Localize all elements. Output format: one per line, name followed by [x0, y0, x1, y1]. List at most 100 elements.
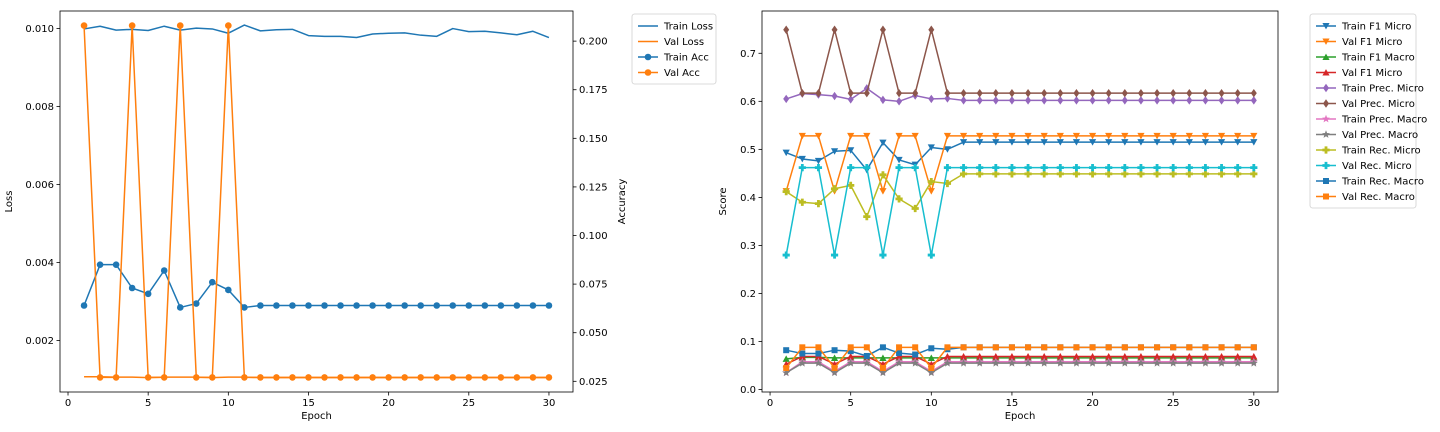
chart1-series-0-train-f1-micro-point-8 [895, 156, 903, 164]
chart1-series-4-train-prec-micro-point-22 [1121, 96, 1128, 105]
chart1-ytick-label-0: 0.0 [740, 385, 756, 396]
chart0-y2tick-label-6: 0.175 [579, 85, 608, 96]
chart1-series-3-val-f1-micro-point-25 [1169, 353, 1177, 360]
chart0-legend: Train Loss Val Loss Train Acc Val Acc [631, 13, 717, 85]
chart1-series-7-val-prec-macro-point-5 [846, 358, 855, 367]
chart0-series-2-train-acc-point-23 [433, 302, 441, 309]
chart0-series-2-train-acc-point-5 [144, 290, 152, 298]
chart1-series-9-val-rec-micro-point-14 [992, 164, 1000, 172]
chart0-series-3-val-acc-point-18 [353, 374, 360, 381]
chart1-legend: Train F1 Micro Val F1 Micro Train F1 Macro… [1309, 13, 1427, 209]
chart1-series-1-val-f1-micro-point-26 [1185, 132, 1193, 140]
chart1-series-10-train-rec-macro-point-8 [896, 350, 903, 357]
chart0-series-2-train-acc-line [83, 263, 549, 309]
chart0-ytick-label-0: 0.002 [25, 336, 54, 347]
chart1-series-0-train-f1-micro-point-26 [1185, 139, 1193, 146]
chart1-series-7-val-prec-macro-point-9 [911, 358, 920, 367]
chart1-series-5-val-prec-micro-point-29 [1234, 88, 1241, 98]
chart0-series-2-train-acc-point-18 [353, 302, 360, 309]
chart1-series-9-val-rec-micro-point-4 [830, 251, 839, 259]
chart1-series-9-val-rec-micro-point-6 [863, 164, 871, 172]
chart1-series-7-val-prec-macro-point-22 [1120, 358, 1129, 367]
chart1-series-0-train-f1-micro-point-24 [1153, 139, 1161, 146]
chart1-series-9-val-rec-micro-point-18 [1056, 164, 1064, 172]
chart1-series-9-val-rec-micro-point-22 [1121, 164, 1129, 172]
chart0-legend-entry-2-label: Train Acc [663, 53, 709, 64]
chart1-series-9-val-rec-micro-point-2 [798, 164, 806, 172]
chart1-series-0-train-f1-micro-point-23 [1137, 139, 1145, 146]
chart1-series-10-train-rec-macro-point-5 [847, 348, 854, 355]
chart1-series-9-val-rec-micro-point-27 [1201, 164, 1210, 172]
chart1-series-11-val-rec-macro-point-20 [1089, 344, 1096, 351]
chart1-series-8-train-rec-micro-point-17 [1040, 170, 1048, 178]
chart1-series-11-val-rec-macro-point-18 [1057, 344, 1064, 351]
chart0-series-3-val-acc-point-28 [513, 374, 521, 381]
chart0-series-3-val-acc-point-24 [449, 374, 457, 381]
chart1-series-9-val-rec-micro-line [785, 166, 1254, 256]
chart0-legend-entry-2-marker [644, 53, 652, 61]
chart1-series-11-val-rec-macro-point-26 [1186, 344, 1193, 351]
chart1-series-0-train-f1-micro-point-20 [1088, 139, 1097, 146]
chart1-series-0-train-f1-micro-point-3 [814, 157, 823, 165]
chart1-legend-entry-1-marker [1322, 38, 1330, 45]
chart1-series-7-val-prec-macro-line [785, 362, 1254, 374]
chart0-series-2-train-acc-point-16 [321, 302, 328, 309]
chart1-series-11-val-rec-macro-point-4 [831, 364, 838, 371]
chart0-series-2-train-acc-point-27 [497, 302, 505, 309]
chart1-series-3-val-f1-micro-point-13 [976, 353, 984, 360]
chart1-series-4-train-prec-micro-point-21 [1105, 96, 1112, 105]
chart1-series-1-val-f1-micro-point-9 [911, 132, 919, 140]
chart0-y2tick-label-1: 0.050 [579, 328, 608, 339]
chart1-legend-entry-0-marker [1322, 22, 1330, 30]
chart1-series-7-val-prec-macro-point-19 [1072, 358, 1081, 367]
chart1-series-7-val-prec-macro-point-12 [959, 358, 968, 367]
chart1-series-0-train-f1-micro-point-4 [830, 148, 839, 155]
chart1-ytick-label-5: 0.5 [740, 145, 756, 156]
chart1-series-3-val-f1-micro-point-24 [1153, 353, 1161, 360]
chart0-legend-entry-3-label: Val Acc [664, 68, 700, 79]
chart1-series-3-val-f1-micro-point-8 [895, 353, 903, 360]
chart1-series-7-val-prec-macro-point-8 [895, 358, 904, 367]
chart1-series-3-val-f1-micro-point-19 [1072, 353, 1081, 360]
chart0-xtick-label-25: 25 [462, 398, 475, 409]
chart1-series-5-val-prec-micro-point-23 [1137, 88, 1144, 98]
chart1-series-5-val-prec-micro-point-10 [928, 25, 935, 34]
chart1-xtick-label-25: 25 [1167, 398, 1180, 409]
chart1-legend-frame [1309, 13, 1417, 209]
chart0-series-0-train-loss-line [83, 24, 550, 39]
chart1-series-1-val-f1-micro-point-12 [959, 132, 968, 140]
chart1-series-4-train-prec-micro-point-8 [896, 97, 903, 106]
chart1-series-11-val-rec-macro-point-8 [896, 344, 903, 351]
chart0-series-3-val-acc-point-22 [417, 374, 425, 381]
chart0-y2-axis-label: Accuracy [617, 179, 628, 225]
chart1-series-3-val-f1-micro-point-18 [1056, 353, 1064, 360]
chart1-series-8-train-rec-micro-point-23 [1137, 170, 1145, 178]
chart0-y-axis-label: Loss [4, 191, 15, 213]
chart1-series-8-train-rec-micro-point-13 [976, 170, 984, 178]
chart1-series-3-val-f1-micro-point-27 [1201, 353, 1210, 360]
chart1-series-10-train-rec-macro-line [786, 346, 1254, 357]
chart0-legend-frame [631, 13, 717, 85]
chart1-series-11-val-rec-macro-point-28 [1218, 344, 1225, 351]
chart0-series-3-val-acc-point-3 [112, 374, 120, 381]
chart1-series-7-val-prec-macro-point-3 [814, 358, 823, 367]
chart1-series-8-train-rec-micro [782, 170, 1258, 221]
chart1-legend-entry-0-label: Train F1 Micro [1341, 22, 1411, 33]
chart1-series-7-val-prec-macro-point-18 [1056, 358, 1065, 367]
chart1-series-11-val-rec-macro-point-15 [1008, 344, 1015, 351]
chart1-series-8-train-rec-micro-point-4 [830, 185, 839, 193]
chart1-series-9-val-rec-micro-point-11 [943, 164, 952, 172]
chart0-series-2-train-acc-point-10 [225, 286, 232, 294]
chart1-series-8-train-rec-micro-point-2 [798, 198, 806, 206]
chart1-series-8-train-rec-micro-point-26 [1185, 170, 1193, 178]
chart0-x-axis-label: Epoch [301, 411, 332, 422]
chart1-series-8-train-rec-micro-point-29 [1234, 170, 1242, 178]
chart0-xtick-label-30: 30 [543, 398, 556, 409]
chart1-series-11-val-rec-macro-point-5 [847, 344, 854, 351]
chart1-series-0-train-f1-micro-point-13 [976, 139, 984, 146]
chart0-ytick-label-1: 0.004 [25, 258, 54, 269]
chart1-series-11-val-rec-macro-point-10 [928, 364, 935, 371]
chart0-series-2-train-acc-point-1 [80, 302, 88, 309]
chart1-series-7-val-prec-macro-point-20 [1088, 358, 1097, 367]
